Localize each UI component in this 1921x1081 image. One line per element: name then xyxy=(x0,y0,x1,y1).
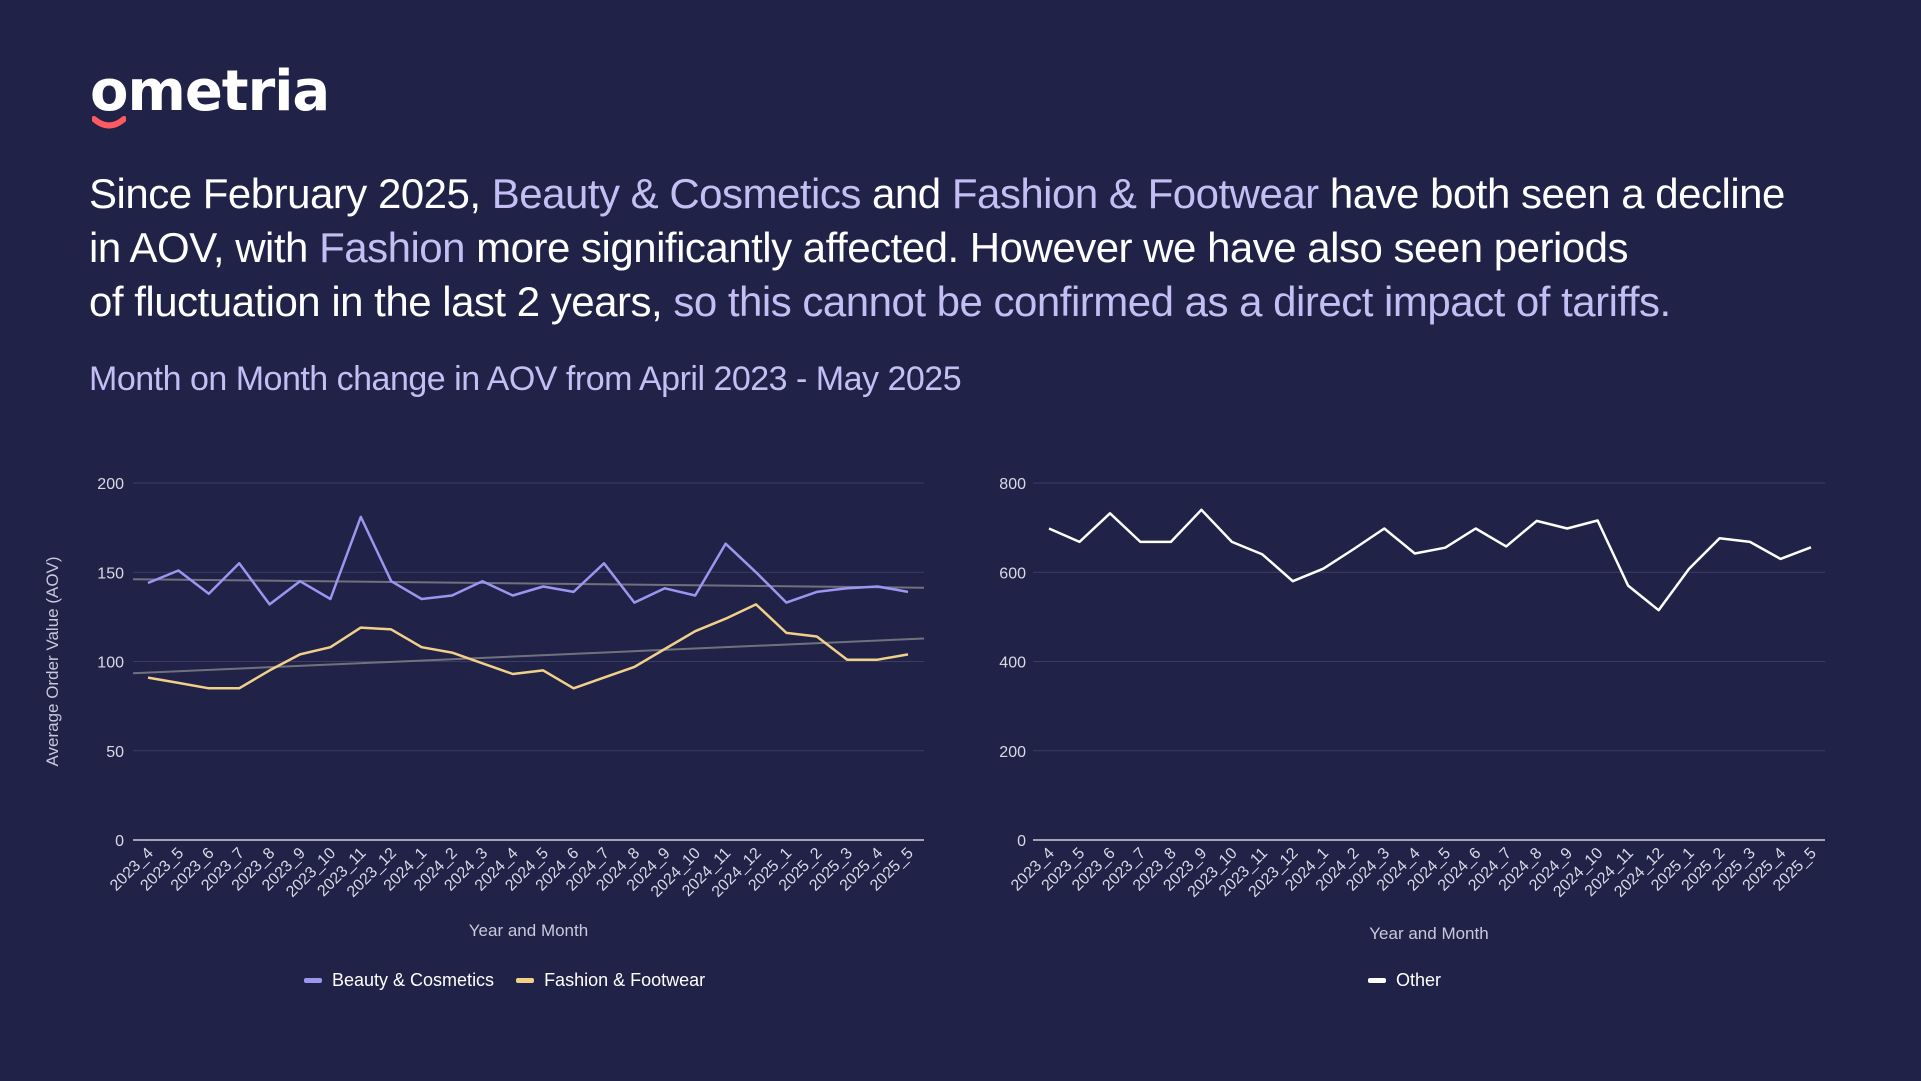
y-tick-label: 0 xyxy=(1017,833,1026,850)
legend-label: Fashion & Footwear xyxy=(544,970,706,990)
trendline-beauty-cosmetics xyxy=(132,578,925,589)
headline: Since February 2025, Beauty & Cosmetics … xyxy=(89,167,1849,329)
chart-subtitle: Month on Month change in AOV from April … xyxy=(89,360,962,398)
y-tick-label: 800 xyxy=(999,476,1026,493)
headline-highlight: so this cannot be confirmed as a direct … xyxy=(673,278,1671,325)
headline-highlight: Beauty & Cosmetics xyxy=(491,170,862,217)
headline-text: in AOV, with xyxy=(89,224,320,271)
legend-swatch xyxy=(516,978,535,983)
y-axis-title: Average Order Value (AOV) xyxy=(43,556,62,766)
legend-label: Other xyxy=(1396,970,1442,990)
legend-left: Beauty & Cosmetics Fashion & Footwear xyxy=(304,970,705,991)
headline-text: have both seen a decline xyxy=(1318,170,1786,217)
headline-text: Since February 2025, xyxy=(89,170,492,217)
x-axis-title: Year and Month xyxy=(469,921,588,940)
series-line-beauty-cosmetics xyxy=(147,515,909,606)
headline-text: of fluctuation in the last 2 years, xyxy=(89,278,674,325)
y-tick-label: 200 xyxy=(97,476,124,493)
headline-text: and xyxy=(860,170,952,217)
legend-right: Other xyxy=(1368,970,1441,991)
headline-text: more significantly affected. However we … xyxy=(465,224,1629,271)
series-line-other xyxy=(1048,508,1812,612)
legend-swatch xyxy=(304,978,322,983)
legend-item: Other xyxy=(1368,970,1441,991)
legend-label: Beauty & Cosmetics xyxy=(332,970,495,990)
headline-highlight: Fashion xyxy=(319,224,465,271)
legend-item: Fashion & Footwear xyxy=(516,970,705,991)
y-tick-label: 0 xyxy=(115,833,124,850)
trendline-fashion-footwear xyxy=(132,637,925,675)
x-axis-title: Year and Month xyxy=(1369,924,1488,943)
y-tick-label: 200 xyxy=(999,744,1026,761)
y-tick-label: 50 xyxy=(106,744,124,761)
headline-highlight: Fashion & Footwear xyxy=(951,170,1319,217)
y-tick-label: 600 xyxy=(999,565,1026,582)
series-line-fashion-footwear xyxy=(147,603,909,690)
y-tick-label: 150 xyxy=(97,565,124,582)
y-tick-label: 400 xyxy=(999,655,1026,672)
ometria-logo: ometria xyxy=(90,59,330,124)
logo-smile-icon xyxy=(92,116,126,129)
legend-swatch xyxy=(1368,978,1386,983)
legend-item: Beauty & Cosmetics xyxy=(304,970,494,991)
y-tick-label: 100 xyxy=(97,655,124,672)
